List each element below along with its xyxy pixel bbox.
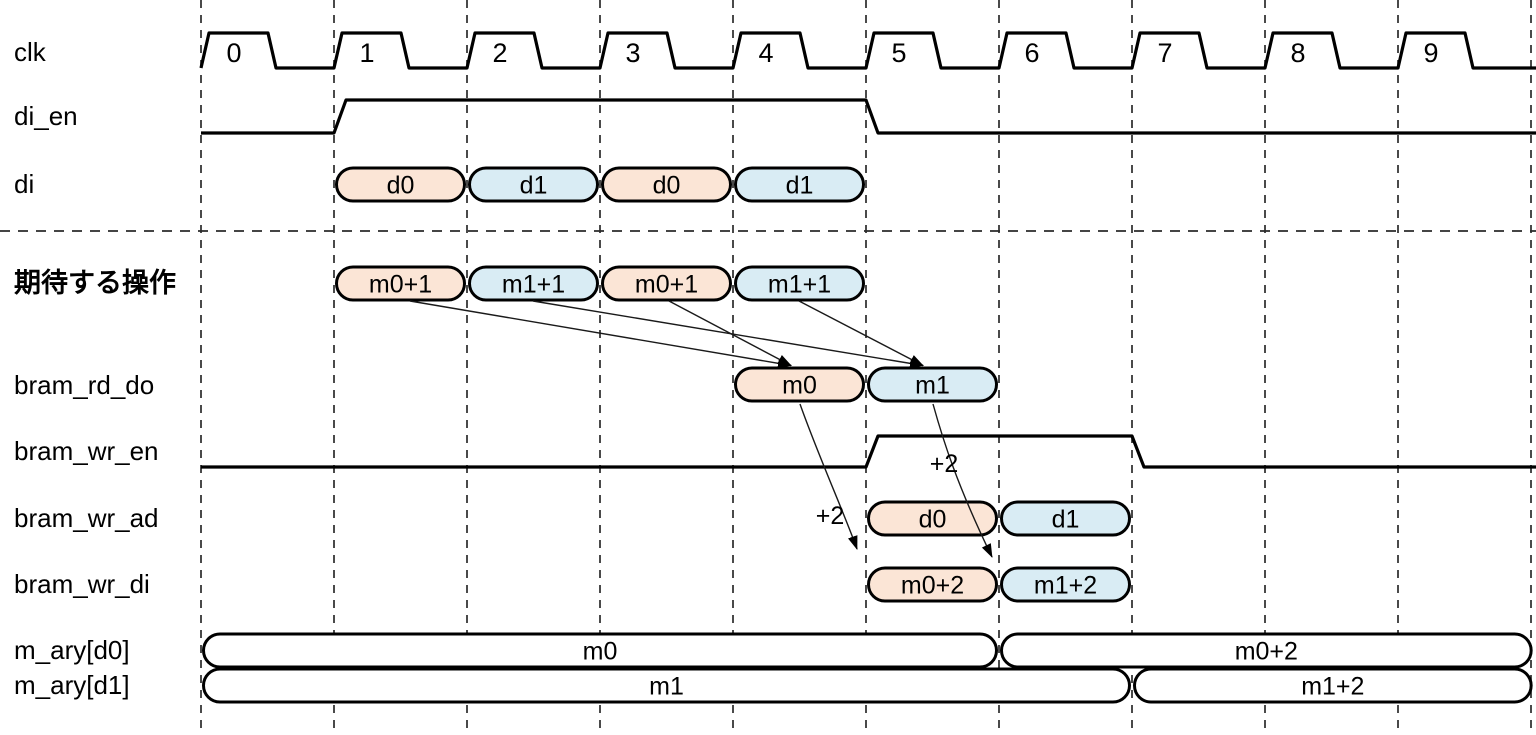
value-pill [1000, 632, 1533, 669]
value-pill [468, 166, 599, 203]
cycle-gridlines [200, 0, 1532, 735]
value-pill-label: d0 [387, 172, 415, 200]
arrow-m0-to-m0plus2 [799, 403, 858, 550]
di-en-waveform [201, 98, 1536, 135]
arrow-m1-to-m1plus2 [932, 403, 993, 558]
value-pill-label: m1 [915, 372, 950, 400]
clk-cycle-number: 4 [758, 38, 773, 68]
value-pill-label: m0+2 [901, 572, 964, 600]
value-pill [734, 166, 865, 203]
clk-cycle-number: 5 [891, 38, 906, 68]
value-pill-label: m1+2 [1034, 572, 1097, 600]
clk-cycle-number: 7 [1157, 38, 1172, 68]
label-bram-wr-en: bram_wr_en [14, 436, 159, 466]
value-pill-label: m1+2 [1301, 673, 1364, 701]
clk-cycle-number: 3 [625, 38, 640, 68]
value-pill-label: m0 [583, 638, 618, 666]
value-pill-label: d1 [786, 172, 814, 200]
arrow-expected2-to-m1 [532, 300, 924, 369]
plus2-annotation-right: +2 [930, 450, 959, 478]
signal-row-labels: clk di_en di 期待する操作 bram_rd_do bram_wr_e… [14, 37, 176, 700]
label-di: di [14, 169, 34, 199]
value-pill-label: m1 [649, 673, 684, 701]
value-pill [867, 566, 998, 603]
value-pill-label: m1+1 [768, 271, 831, 299]
value-pill-label: d1 [1052, 506, 1080, 534]
value-pill [335, 265, 466, 302]
value-pill-label: m0+2 [1235, 638, 1298, 666]
value-pill [1000, 566, 1131, 603]
value-pill-label: d1 [520, 172, 548, 200]
value-pill-label: d0 [653, 172, 681, 200]
clk-cycle-number: 0 [226, 38, 241, 68]
value-pill [867, 500, 998, 537]
label-bram-wr-ad: bram_wr_ad [14, 503, 159, 533]
value-pill [601, 166, 732, 203]
clk-cycle-number: 2 [492, 38, 507, 68]
arrow-expected4-to-m1 [798, 300, 924, 367]
value-pill-label: m0+1 [369, 271, 432, 299]
label-m-ary-d1: m_ary[d1] [14, 670, 130, 700]
clk-cycle-numbers: 0 1 2 3 4 5 6 7 8 9 [226, 38, 1438, 68]
clk-cycle-number: 8 [1290, 38, 1305, 68]
clk-cycle-number: 9 [1423, 38, 1438, 68]
bram-wr-en-waveform [201, 434, 1536, 469]
value-pill [867, 366, 998, 403]
value-pill [601, 265, 732, 302]
value-pill [1133, 667, 1533, 704]
plus2-annotation-left: +2 [816, 502, 845, 530]
label-bram-wr-di: bram_wr_di [14, 569, 150, 599]
arrow-expected1-to-m0 [409, 300, 792, 369]
value-pill-label: m0+1 [635, 271, 698, 299]
value-pill-label: d0 [919, 506, 947, 534]
clk-cycle-number: 1 [359, 38, 374, 68]
label-clk: clk [14, 37, 47, 67]
value-pill [335, 166, 466, 203]
label-expected-operation: 期待する操作 [14, 268, 176, 298]
value-pill [1000, 500, 1131, 537]
value-pill [734, 265, 865, 302]
label-bram-rd-do: bram_rd_do [14, 370, 154, 400]
value-pill [202, 632, 998, 669]
value-pill-label: m1+1 [502, 271, 565, 299]
clk-waveform [199, 31, 1536, 70]
value-pill [202, 667, 1131, 704]
clk-cycle-number: 6 [1024, 38, 1039, 68]
dependency-arrows [409, 300, 993, 558]
value-pill-label: m0 [782, 372, 817, 400]
value-pill [468, 265, 599, 302]
value-pill [734, 366, 865, 403]
label-di-en: di_en [14, 101, 78, 131]
label-m-ary-d0: m_ary[d0] [14, 635, 130, 665]
